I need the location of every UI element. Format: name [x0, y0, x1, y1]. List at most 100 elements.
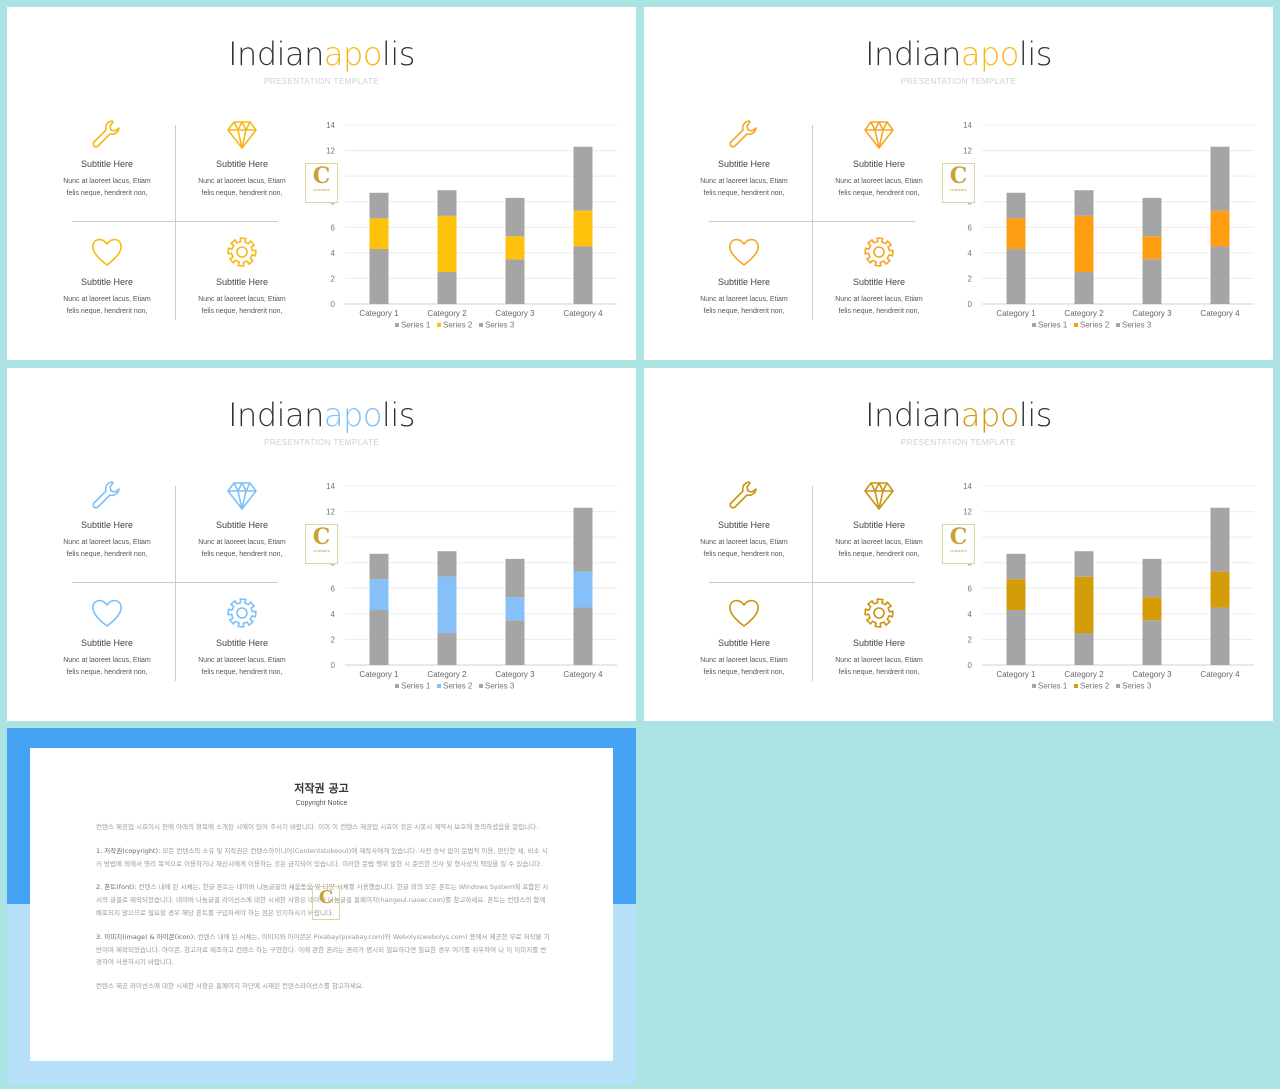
feature-text-line-2: felis neque, hendrerit non,: [838, 190, 920, 197]
diamond-icon: [225, 478, 259, 512]
slide-title: Indianapolis: [7, 396, 636, 434]
slide-2[interactable]: Indianapolis PRESENTATION TEMPLATE Subtitl…: [644, 7, 1273, 360]
feature-text: Nunc at laoreet lacus, Etiam felis neque,…: [47, 176, 167, 200]
bar-segment-series-2: [1142, 236, 1162, 260]
slide-1[interactable]: Indianapolis PRESENTATION TEMPLATE Subtitl…: [7, 7, 636, 360]
feature-heading: Subtitle Here: [215, 277, 269, 287]
y-tick-label: 0: [331, 661, 336, 670]
feature-text: Nunc at laoreet lacus, Etiam felis neque,…: [182, 294, 302, 318]
y-tick-label: 2: [331, 635, 336, 644]
feature-cell: Subtitle Here Nunc at laoreet lacus, Etia…: [819, 596, 939, 679]
feature-text: Nunc at laoreet lacus, Etiam felis neque,…: [684, 655, 804, 679]
feature-heading: Subtitle Here: [215, 520, 269, 530]
feature-text-line-1: Nunc at laoreet lacus, Etiam: [700, 539, 788, 546]
notice-intro: 컨텐스 제공업 시효이시 전에 아래의 항목에 소개된 시에이 있어 주시기 바…: [96, 823, 539, 831]
x-category-label: Category 2: [427, 670, 467, 679]
x-category-label: Category 4: [1200, 670, 1240, 679]
notice-title: 저작권 공고: [294, 782, 349, 795]
notice-copyright-paragraph: 1. 저작권(copyright): 모든 컨텐스의 소유 및 저작권은 컨텐스…: [96, 845, 551, 871]
y-tick-label: 6: [968, 223, 973, 232]
y-tick-label: 12: [326, 508, 335, 517]
feature-text-line-1: Nunc at laoreet lacus, Etiam: [700, 296, 788, 303]
bar-segment-series-1: [369, 249, 389, 304]
feature-text: Nunc at laoreet lacus, Etiam felis neque,…: [684, 176, 804, 200]
feature-cell: Subtitle Here Nunc at laoreet lacus, Etia…: [684, 235, 804, 318]
slide-3[interactable]: Indianapolis PRESENTATION TEMPLATE Subtitl…: [7, 368, 636, 721]
feature-text-line-1: Nunc at laoreet lacus, Etiam: [835, 657, 923, 664]
legend-label: Series 3: [485, 682, 515, 691]
title-accent: apo: [960, 396, 1020, 434]
feature-heading: Subtitle Here: [215, 159, 269, 169]
bar-segment-series-1: [1006, 610, 1026, 665]
feature-text: Nunc at laoreet lacus, Etiam felis neque,…: [47, 655, 167, 679]
bar-segment-series-2: [369, 579, 389, 611]
legend-swatch: [479, 684, 483, 688]
wrench-icon: [727, 117, 761, 151]
legend-swatch: [1116, 323, 1120, 327]
feature-cell: Subtitle Here Nunc at laoreet lacus, Etia…: [819, 117, 939, 200]
bar-segment-series-2: [1006, 579, 1026, 611]
bar-segment-series-2: [437, 215, 457, 273]
feature-text-line-2: felis neque, hendrerit non,: [201, 669, 283, 676]
bar-segment-series-3: [1074, 551, 1094, 577]
slide-4[interactable]: Indianapolis PRESENTATION TEMPLATE Subtitl…: [644, 368, 1273, 721]
y-tick-label: 4: [968, 610, 973, 619]
bar-segment-series-1: [1142, 620, 1162, 665]
feature-heading: Subtitle Here: [215, 638, 269, 648]
legend-swatch: [479, 323, 483, 327]
feature-text-line-1: Nunc at laoreet lacus, Etiam: [700, 657, 788, 664]
x-category-label: Category 2: [1064, 670, 1104, 679]
gear-icon: [225, 235, 259, 269]
bar-segment-series-3: [1210, 146, 1230, 211]
divider-horizontal: [709, 221, 915, 222]
feature-text-line-2: felis neque, hendrerit non,: [703, 669, 785, 676]
feature-text-line-2: felis neque, hendrerit non,: [838, 551, 920, 558]
gear-icon: [862, 596, 896, 630]
x-category-label: Category 3: [495, 670, 535, 679]
diamond-icon: [862, 117, 896, 151]
notice-paper: 저작권 공고 Copyright Notice 컨텐스 제공업 시효이시 전에 …: [30, 748, 613, 1061]
feature-text: Nunc at laoreet lacus, Etiam felis neque,…: [47, 294, 167, 318]
bar-segment-series-2: [1142, 597, 1162, 621]
legend-label: Series 2: [443, 682, 473, 691]
logo-caption: CONTENTS: [313, 188, 330, 192]
heart-icon: [727, 235, 761, 269]
feature-heading: Subtitle Here: [852, 638, 906, 648]
feature-text-line-1: Nunc at laoreet lacus, Etiam: [835, 539, 923, 546]
legend-label: Series 1: [1038, 682, 1068, 691]
feature-heading: Subtitle Here: [717, 159, 771, 169]
feature-text-line-1: Nunc at laoreet lacus, Etiam: [835, 296, 923, 303]
feature-text-line-1: Nunc at laoreet lacus, Etiam: [63, 539, 151, 546]
feature-cell: Subtitle Here Nunc at laoreet lacus, Etia…: [819, 235, 939, 318]
title-part-3: lis: [381, 396, 415, 434]
legend-swatch: [395, 323, 399, 327]
feature-text-line-2: felis neque, hendrerit non,: [703, 308, 785, 315]
slide-copyright-notice[interactable]: 저작권 공고 Copyright Notice 컨텐스 제공업 시효이시 전에 …: [7, 728, 636, 1084]
feature-text: Nunc at laoreet lacus, Etiam felis neque,…: [819, 294, 939, 318]
title-part-1: Indian: [228, 35, 324, 73]
divider-vertical: [175, 125, 176, 320]
bar-segment-series-1: [437, 272, 457, 304]
y-tick-label: 4: [331, 610, 336, 619]
legend-swatch: [437, 323, 441, 327]
y-tick-label: 2: [331, 274, 336, 283]
feature-heading: Subtitle Here: [80, 638, 134, 648]
feature-text: Nunc at laoreet lacus, Etiam felis neque,…: [819, 655, 939, 679]
feature-cell: Subtitle Here Nunc at laoreet lacus, Etia…: [182, 117, 302, 200]
y-tick-label: 6: [331, 584, 336, 593]
legend-label: Series 1: [1038, 321, 1068, 330]
notice-image-label: 3. 이미지(image) & 아이콘(icon):: [96, 932, 196, 941]
bar-segment-series-3: [573, 507, 593, 572]
bar-segment-series-2: [505, 236, 525, 260]
feature-heading: Subtitle Here: [717, 277, 771, 287]
legend-label: Series 3: [485, 321, 515, 330]
feature-text-line-2: felis neque, hendrerit non,: [703, 551, 785, 558]
notice-copyright-text: 모든 컨텐스의 소유 및 저작권은 컨텐스아이니어(Contentstokeou…: [96, 846, 548, 868]
y-tick-label: 14: [326, 482, 335, 491]
bar-segment-series-2: [573, 210, 593, 247]
